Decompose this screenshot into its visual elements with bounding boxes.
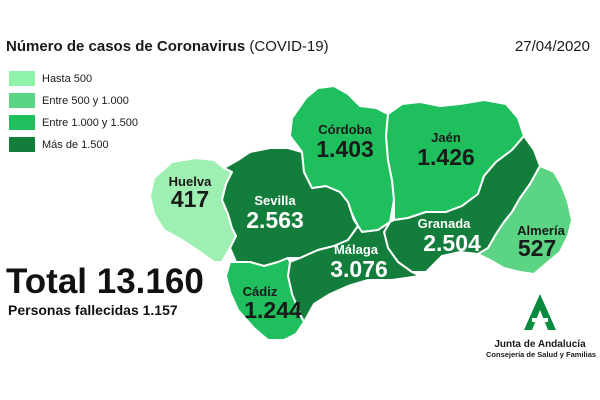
province-cordoba[interactable] bbox=[289, 85, 395, 233]
label-cordoba-value: 1.403 bbox=[316, 136, 374, 162]
map-legend: Hasta 500 Entre 500 y 1.000 Entre 1.000 … bbox=[8, 68, 138, 156]
legend-label: Entre 500 y 1.000 bbox=[42, 94, 129, 107]
label-huelva-name: Huelva bbox=[169, 174, 212, 189]
report-date: 27/04/2020 bbox=[514, 38, 590, 55]
label-jaen-value: 1.426 bbox=[417, 144, 475, 170]
page-title: Número de casos de Coronavirus (COVID-19… bbox=[6, 38, 329, 55]
label-almeria-name: Almería bbox=[517, 223, 565, 238]
province-cadiz[interactable] bbox=[225, 257, 305, 341]
label-sevilla-name: Sevilla bbox=[254, 193, 296, 208]
logo-subtitle: Consejería de Salud y Familias bbox=[486, 350, 597, 359]
legend-item-1000-1500: Entre 1.000 y 1.500 bbox=[8, 112, 138, 133]
legend-swatch bbox=[8, 70, 36, 87]
junta-andalucia-logo: Junta de Andalucía Consejería de Salud y… bbox=[486, 292, 597, 359]
logo-name: Junta de Andalucía bbox=[494, 339, 586, 350]
label-granada-name: Granada bbox=[418, 216, 472, 231]
junta-logo-icon bbox=[524, 294, 556, 330]
legend-item-hasta-500: Hasta 500 bbox=[8, 68, 138, 89]
legend-label: Entre 1.000 y 1.500 bbox=[42, 116, 139, 129]
label-malaga-name: Málaga bbox=[334, 242, 379, 257]
label-almeria-value: 527 bbox=[518, 235, 556, 261]
label-malaga-value: 3.076 bbox=[330, 256, 388, 282]
title-main: Número de casos de Coronavirus bbox=[6, 38, 246, 55]
label-cadiz-name: Cádiz bbox=[243, 284, 278, 299]
deaths-count: Personas fallecidas 1.157 bbox=[8, 302, 178, 318]
label-cordoba-name: Córdoba bbox=[318, 122, 372, 137]
legend-swatch bbox=[8, 92, 36, 109]
label-jaen-name: Jaén bbox=[431, 130, 461, 145]
label-huelva-value: 417 bbox=[171, 186, 209, 212]
legend-item-500-1000: Entre 500 y 1.000 bbox=[8, 90, 138, 111]
province-malaga[interactable] bbox=[287, 213, 421, 323]
legend-swatch bbox=[8, 114, 36, 131]
legend-label: Hasta 500 bbox=[42, 72, 93, 85]
province-almeria[interactable] bbox=[477, 165, 573, 275]
legend-label: Más de 1.500 bbox=[42, 138, 109, 151]
title-suffix: (COVID-19) bbox=[245, 38, 329, 55]
total-cases: Total 13.160 bbox=[6, 262, 204, 301]
label-granada-value: 2.504 bbox=[423, 230, 481, 256]
label-sevilla-value: 2.563 bbox=[246, 207, 304, 233]
legend-swatch bbox=[8, 136, 36, 153]
legend-item-mas-1500: Más de 1.500 bbox=[8, 134, 138, 155]
label-cadiz-value: 1.244 bbox=[244, 297, 302, 323]
